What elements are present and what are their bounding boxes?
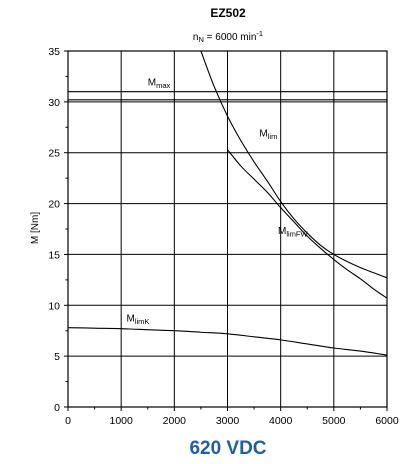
- x-tick-label: 4000: [269, 415, 293, 427]
- label-main: M: [148, 78, 156, 89]
- y-axis-label: M [Nm]: [30, 212, 41, 244]
- label-main: M: [278, 226, 286, 237]
- label-mlim: Mlim: [259, 128, 277, 141]
- label-main: M: [259, 128, 267, 139]
- x-tick-label: 6000: [375, 415, 399, 427]
- x-tick-label: 5000: [322, 415, 346, 427]
- label-mlimfw: MlimFW: [278, 226, 309, 239]
- series-mlimfw-line: [227, 149, 388, 299]
- label-main: M: [126, 314, 134, 325]
- subtitle-main: n: [193, 32, 199, 43]
- y-tick-label: 10: [48, 300, 60, 312]
- x-tick-label: 1000: [109, 415, 133, 427]
- subtitle-sub: N: [198, 35, 203, 44]
- voltage-label: 620 VDC: [189, 438, 266, 459]
- y-tick-label: 35: [48, 46, 60, 58]
- x-tick-label: 0: [65, 415, 71, 427]
- grid: [68, 51, 387, 407]
- x-tick-label: 2000: [163, 415, 187, 427]
- label-sub: limK: [135, 317, 150, 326]
- y-tick-label: 25: [48, 148, 60, 160]
- subtitle-rest: = 6000 min: [204, 32, 257, 43]
- label-sub: lim: [268, 132, 278, 141]
- series-mlim-line: [200, 50, 388, 279]
- series-mlimk-line: [67, 327, 388, 356]
- y-tick-label: 30: [48, 97, 60, 109]
- y-tick-label: 5: [54, 351, 60, 363]
- x-tick-label: 3000: [216, 415, 240, 427]
- chart-subtitle: nN = 6000 min-1: [193, 29, 263, 44]
- label-sub: limFW: [286, 230, 308, 239]
- ticks: 0 1000 2000 3000 4000 5000 6000 0 5 10 15 20 25 30 35: [48, 46, 399, 427]
- chart-title: EZ502: [210, 6, 246, 20]
- y-tick-label: 15: [48, 249, 60, 261]
- label-mlimk: MlimK: [126, 314, 149, 327]
- label-mmax: Mmax: [148, 78, 171, 91]
- y-tick-label: 0: [54, 402, 60, 414]
- label-sub: max: [156, 81, 170, 90]
- subtitle-sup: -1: [256, 29, 263, 38]
- y-tick-label: 20: [48, 199, 60, 211]
- curves: [67, 50, 388, 356]
